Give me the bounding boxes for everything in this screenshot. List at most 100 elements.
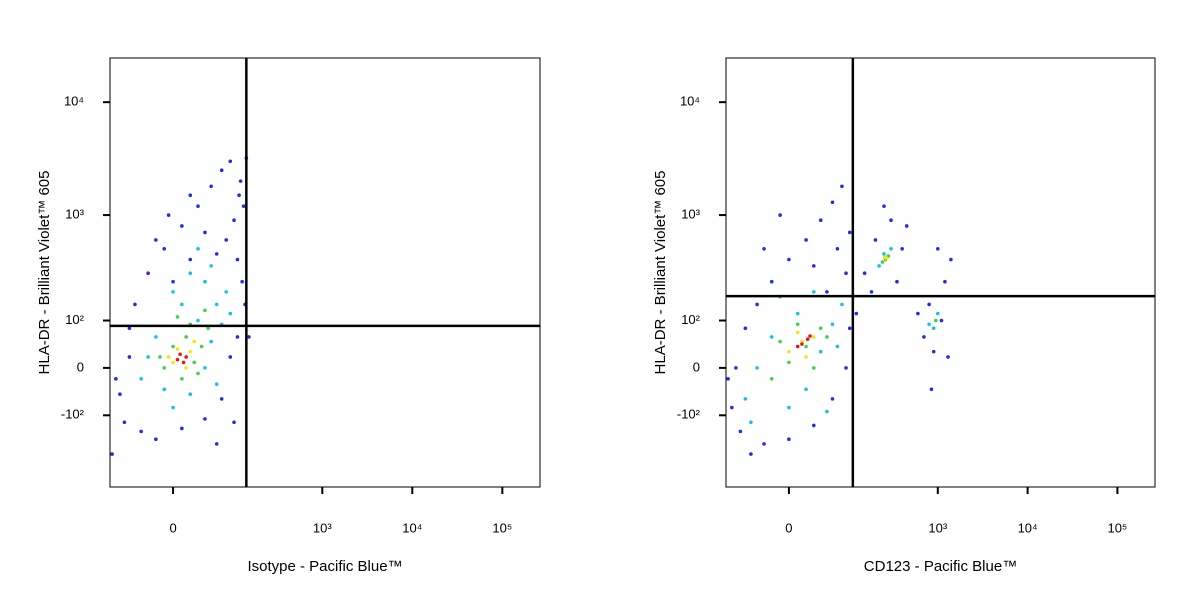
y-tick-label: 10² [681, 312, 700, 327]
event-dot [889, 247, 893, 251]
event-dot [133, 302, 137, 307]
x-tick-label: 10⁵ [492, 520, 512, 535]
event-dot [749, 452, 753, 456]
event-dot [830, 397, 835, 401]
event-dot [188, 349, 193, 354]
event-dot [154, 437, 158, 442]
event-dot [949, 257, 953, 262]
event-dot [232, 420, 236, 425]
event-dot [241, 204, 246, 208]
event-dot [804, 387, 808, 392]
x-tick-label: 10⁴ [1018, 520, 1038, 535]
event-dot [743, 326, 748, 331]
y-tick-label: -10² [61, 407, 85, 422]
event-dot [209, 264, 213, 268]
event-dot [228, 355, 233, 359]
y-tick-label: 10³ [681, 207, 700, 222]
event-dot [162, 387, 167, 392]
event-dot [196, 318, 200, 323]
event-dot [171, 405, 175, 410]
event-dot [755, 302, 759, 307]
event-dot [237, 193, 241, 198]
event-dot [192, 339, 197, 344]
event-dot [811, 366, 816, 370]
event-dot [885, 256, 889, 261]
event-dot [146, 271, 150, 276]
event-dot [787, 437, 791, 442]
event-dot [769, 279, 774, 284]
event-dot [192, 360, 197, 365]
event-dot [939, 318, 944, 323]
event-dot [235, 335, 240, 339]
event-dot [196, 204, 200, 208]
event-dot [854, 311, 859, 316]
event-dot [931, 349, 936, 354]
event-dot [235, 257, 240, 262]
event-dot [818, 326, 823, 331]
event-dot [181, 360, 186, 365]
event-dot [228, 159, 233, 164]
event-dot [127, 355, 132, 359]
event-dot [762, 442, 766, 446]
event-dot [862, 271, 867, 276]
x-tick-label: 10³ [313, 520, 332, 535]
event-dot [171, 360, 175, 365]
x-tick-label: 0 [785, 520, 792, 535]
event-dot [755, 366, 759, 370]
event-dot [730, 405, 734, 410]
plot-frame [725, 57, 1156, 488]
event-dot [811, 335, 816, 339]
event-dot [900, 247, 904, 251]
event-dot [889, 218, 893, 223]
event-dot [795, 344, 800, 349]
event-dot [927, 322, 931, 327]
event-dot [188, 193, 193, 198]
event-dot [769, 335, 774, 339]
event-dot [166, 213, 171, 217]
event-dot [209, 339, 213, 344]
event-dot [877, 264, 881, 268]
event-dot [946, 355, 950, 359]
event-dot [184, 335, 188, 339]
event-dot [139, 377, 143, 381]
event-dot [743, 397, 748, 401]
event-dot [882, 204, 886, 208]
event-dot [180, 426, 184, 431]
event-dot [895, 279, 899, 284]
event-dot [171, 290, 175, 294]
y-tick-label: -10² [677, 407, 701, 422]
event-dot [214, 442, 219, 446]
event-dot [178, 352, 182, 357]
event-dot [825, 409, 829, 414]
event-dot [238, 179, 243, 183]
event-dot [110, 452, 114, 456]
event-dot [778, 213, 782, 217]
event-dot [228, 311, 233, 316]
plot-frame [109, 57, 541, 488]
event-dot [934, 318, 938, 323]
event-dot [904, 224, 909, 228]
event-dot [769, 377, 774, 381]
event-dot [808, 334, 812, 338]
event-dot [154, 335, 158, 339]
event-dot [175, 347, 180, 351]
event-dot [825, 290, 829, 294]
event-dot [166, 355, 171, 359]
x-tick-label: 0 [169, 520, 176, 535]
event-dot [162, 247, 167, 251]
event-dot [847, 230, 852, 235]
event-dot [196, 247, 200, 251]
event-dot [873, 238, 878, 242]
event-dot [118, 392, 122, 396]
event-dot [936, 311, 940, 316]
event-dot [114, 377, 118, 381]
event-dot [171, 344, 175, 349]
event-dot [869, 290, 874, 294]
event-dot [927, 302, 931, 307]
event-dot [811, 423, 816, 428]
event-dot [840, 302, 844, 307]
event-dot [122, 420, 127, 425]
y-axis-label: HLA-DR - Brilliant Violet™ 605 [652, 171, 669, 375]
event-dot [203, 279, 207, 284]
event-dot [188, 257, 193, 262]
